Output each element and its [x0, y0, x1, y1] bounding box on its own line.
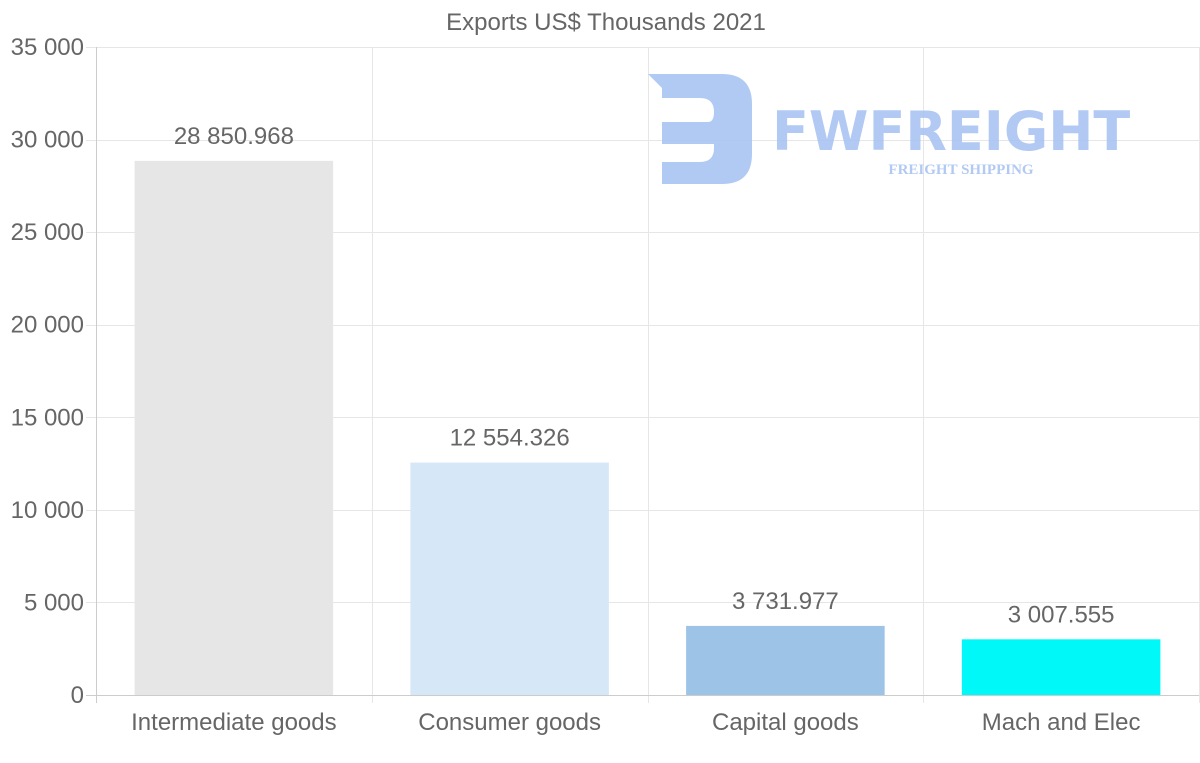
chart-title: Exports US$ Thousands 2021 [446, 9, 766, 36]
y-tick-label: 10 000 [11, 497, 84, 524]
watermark: FWFREIGHT FREIGHT SHIPPING [648, 74, 1130, 184]
y-tick-label: 35 000 [11, 34, 84, 61]
x-tick-label: Intermediate goods [131, 709, 336, 736]
y-tick-label: 30 000 [11, 127, 84, 154]
bar[interactable] [961, 639, 1161, 695]
data-label: 12 554.326 [450, 425, 570, 452]
data-label: 3 007.555 [1008, 601, 1115, 628]
bars [134, 160, 1161, 695]
y-tick-label: 0 [71, 682, 84, 709]
bar[interactable] [410, 462, 609, 695]
x-tick-label: Capital goods [712, 709, 859, 736]
y-tick-label: 25 000 [11, 219, 84, 246]
watermark-brand: FWFREIGHT [772, 100, 1130, 163]
labels: 0 5 000 10 000 15 000 20 000 25 000 30 000 35 0… [11, 34, 1141, 736]
bar[interactable] [134, 160, 334, 695]
bar[interactable] [686, 625, 885, 695]
data-label: 28 850.968 [174, 123, 294, 150]
x-tick-label: Mach and Elec [982, 709, 1141, 736]
x-tick-label: Consumer goods [418, 709, 601, 736]
fwfreight-logo-icon [648, 74, 752, 184]
y-tick-label: 20 000 [11, 312, 84, 339]
watermark-tagline: FREIGHT SHIPPING [888, 162, 1033, 178]
data-label: 3 731.977 [732, 588, 839, 615]
y-tick-label: 15 000 [11, 404, 84, 431]
y-tick-label: 5 000 [24, 589, 84, 616]
